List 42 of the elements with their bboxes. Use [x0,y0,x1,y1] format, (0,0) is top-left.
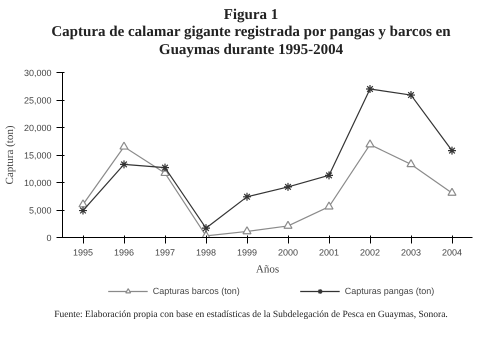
y-tick-label: 30,000 [24,68,52,78]
point [406,159,416,168]
chart-subtitle: Captura de calamar gigante registrada por pangas y barcos en Guaymas durante 1995-2004 [50,24,452,59]
point [78,199,88,208]
y-tick-label: 10,000 [24,178,52,188]
point [447,188,457,196]
point [201,224,211,233]
point [324,201,334,210]
x-tick-label: 2001 [318,248,340,258]
y-tick-label: 5,000 [28,206,52,216]
y-tick-label: 0 [46,233,52,243]
point [119,142,129,150]
x-tick-label: 1998 [196,248,216,258]
chart-title: Figura 1 [222,7,280,24]
point [365,84,375,94]
point [78,206,88,216]
y-tick-label: 25,000 [24,96,52,106]
legend-label: Capturas barcos (ton) [152,285,240,297]
point [283,182,293,192]
x-tick-label: 2004 [442,248,462,258]
point [242,192,252,202]
point [160,163,170,172]
x-tick-label: 1997 [154,248,176,258]
y-axis-title: Captura (ton) [4,125,16,184]
x-tick-label: 1999 [236,248,258,258]
x-tick-label: 1996 [114,248,134,258]
x-tick-label: 2003 [400,248,422,258]
point [242,226,252,234]
x-tick-label: 2002 [360,248,380,258]
y-tick-label: 20,000 [24,123,52,133]
x-tick-label: 2000 [278,248,298,258]
x-tick-label: 1995 [72,248,94,258]
x-axis-title: Años [256,264,280,276]
point [324,170,334,180]
y-tick-label: 15,000 [24,150,52,160]
point [365,139,375,148]
point [447,146,457,156]
point [283,220,293,229]
point [119,160,129,169]
source-note: Fuente: Elaboración propia con base en estadísticas de la Subdelegación de Pesca en Guaymas, Sonora. [54,309,448,322]
legend-label: Capturas pangas (ton) [344,285,434,297]
point [406,90,416,100]
